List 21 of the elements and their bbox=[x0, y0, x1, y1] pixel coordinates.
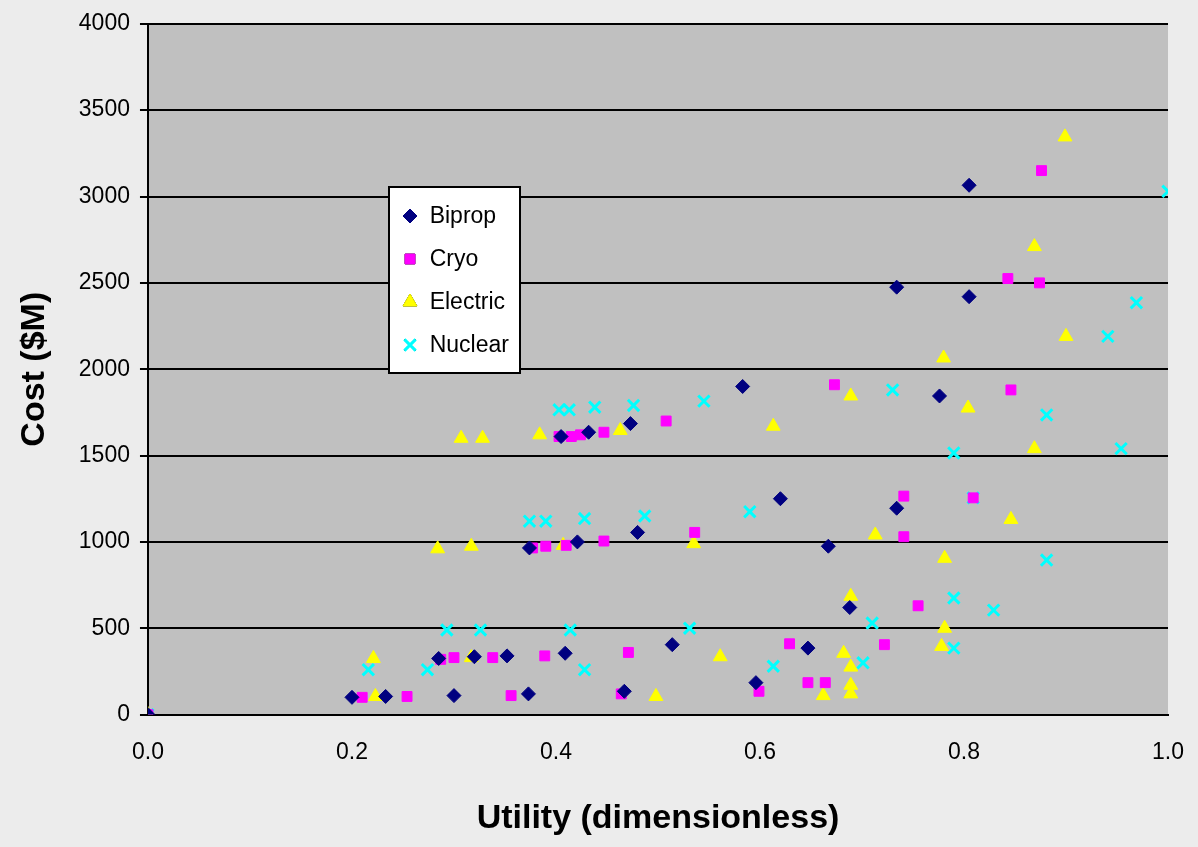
y-tick-label: 3000 bbox=[78, 181, 130, 208]
legend-label: Nuclear bbox=[429, 330, 509, 360]
x-tick-label: 0.6 bbox=[744, 737, 776, 764]
y-tick-label: 500 bbox=[91, 613, 130, 640]
y-tick-label: 1500 bbox=[78, 440, 130, 467]
legend-label: Electric bbox=[429, 287, 506, 317]
legend-label: Cryo bbox=[429, 244, 479, 274]
y-tick-label: 2000 bbox=[78, 354, 130, 381]
y-tick-label: 4000 bbox=[78, 9, 130, 36]
y-tick-label: 2500 bbox=[78, 268, 130, 295]
x-tick-label: 0.0 bbox=[131, 737, 164, 764]
y-tick-label: 1000 bbox=[78, 527, 130, 554]
x-tick-label: 1.0 bbox=[1152, 737, 1185, 764]
x-tick-label: 0.8 bbox=[948, 737, 980, 764]
legend-label: Biprop bbox=[429, 201, 497, 231]
y-axis-title: Cost ($M) bbox=[12, 291, 51, 447]
y-tick-label: 0 bbox=[117, 699, 130, 726]
y-tick-label: 3500 bbox=[78, 95, 130, 122]
x-tick-label: 0.2 bbox=[335, 737, 368, 764]
x-axis-title: Utility (dimensionless) bbox=[476, 796, 840, 835]
x-tick-label: 0.4 bbox=[539, 737, 573, 764]
